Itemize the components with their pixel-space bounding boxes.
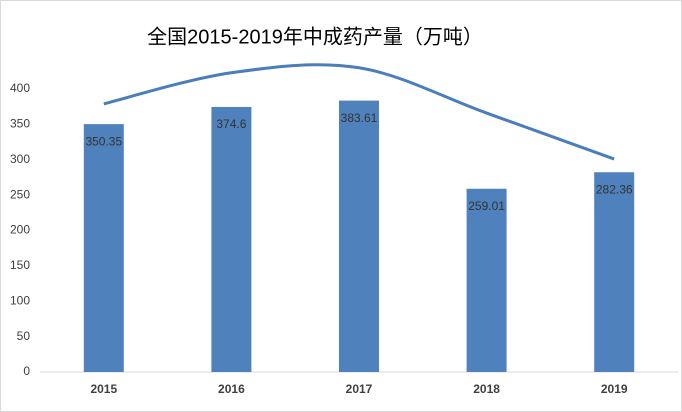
y-tick-label: 0 — [23, 364, 30, 378]
chart-title: 全国2015-2019年中成药产量（万吨） — [147, 25, 483, 48]
bar — [83, 124, 124, 372]
data-label: 374.6 — [216, 117, 246, 131]
x-tick-label: 2018 — [473, 382, 500, 396]
bar — [594, 172, 635, 372]
data-label: 350.35 — [85, 134, 122, 148]
y-tick-label: 100 — [10, 293, 30, 307]
y-tick-label: 300 — [10, 152, 30, 166]
y-tick-label: 400 — [10, 81, 30, 95]
trend-curve — [103, 63, 615, 161]
y-tick-label: 350 — [10, 117, 30, 131]
y-tick-label: 50 — [17, 329, 31, 343]
data-label: 282.36 — [596, 182, 633, 196]
bar — [211, 106, 252, 373]
bar — [466, 188, 507, 372]
data-label: 383.61 — [341, 111, 378, 125]
y-tick-label: 150 — [10, 258, 30, 272]
y-tick-label: 250 — [10, 187, 30, 201]
bar — [339, 100, 379, 373]
data-label: 259.01 — [468, 199, 505, 213]
y-tick-label: 200 — [10, 223, 30, 237]
x-tick-label: 2016 — [218, 382, 245, 396]
x-tick-label: 2015 — [90, 382, 117, 396]
x-tick-label: 2017 — [346, 382, 373, 396]
x-tick-label: 2019 — [601, 382, 628, 396]
